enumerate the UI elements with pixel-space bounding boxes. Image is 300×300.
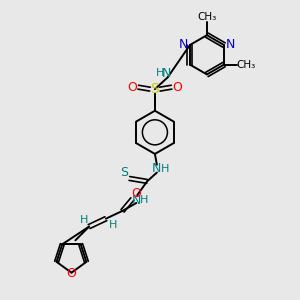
Text: S: S	[151, 82, 159, 96]
Text: O: O	[128, 81, 137, 94]
Text: H: H	[80, 215, 88, 225]
Text: N: N	[162, 67, 171, 80]
Text: O: O	[172, 81, 182, 94]
Text: H: H	[140, 195, 148, 205]
Text: CH₃: CH₃	[197, 11, 217, 22]
Text: N: N	[132, 194, 141, 207]
Text: N: N	[226, 38, 236, 52]
Text: O: O	[131, 187, 141, 200]
Text: CH₃: CH₃	[236, 60, 255, 70]
Text: O: O	[67, 267, 76, 280]
Text: H: H	[160, 164, 169, 174]
Text: N: N	[178, 38, 188, 52]
Text: H: H	[156, 68, 164, 78]
Text: H: H	[109, 220, 117, 230]
Text: S: S	[121, 166, 128, 179]
Text: N: N	[152, 162, 162, 175]
